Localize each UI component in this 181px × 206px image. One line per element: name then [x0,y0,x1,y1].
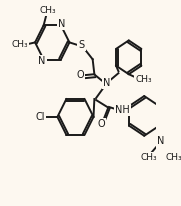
Text: N: N [58,19,65,29]
Text: O: O [97,119,105,129]
Text: N: N [38,56,46,66]
Text: N: N [103,78,110,88]
Text: CH₃: CH₃ [165,153,181,162]
Text: CH₃: CH₃ [11,40,28,49]
Text: NH: NH [115,105,130,115]
Text: N: N [157,136,165,146]
Text: CH₃: CH₃ [40,6,56,15]
Text: CH₃: CH₃ [135,75,152,84]
Text: O: O [77,70,84,80]
Text: CH₃: CH₃ [140,153,157,162]
Text: S: S [78,40,85,50]
Text: Cl: Cl [35,112,45,122]
